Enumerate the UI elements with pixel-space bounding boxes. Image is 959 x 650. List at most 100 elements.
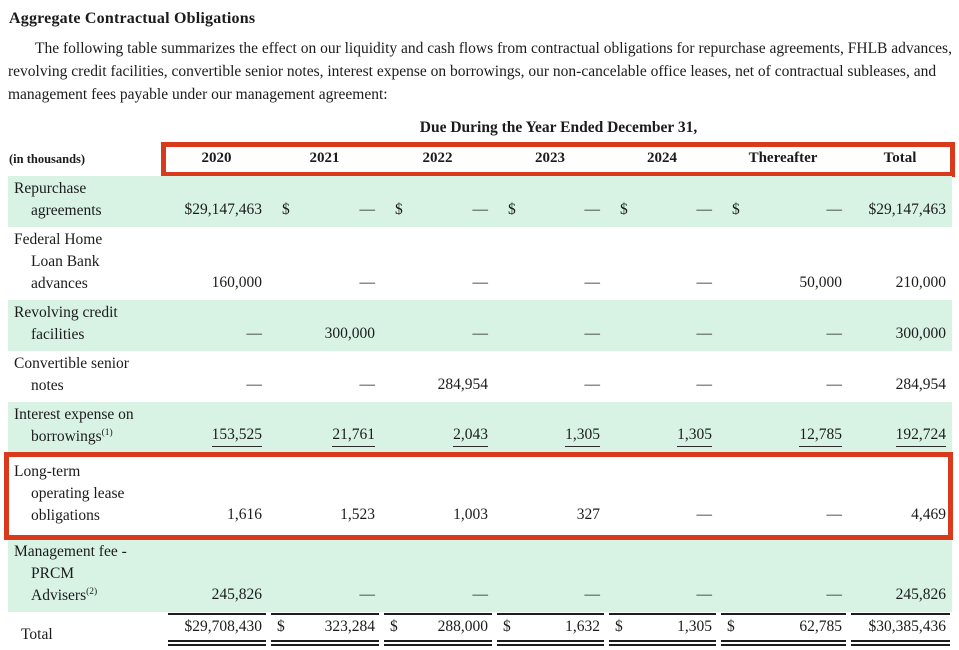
dollar-sign: $ <box>732 201 740 218</box>
cell-value: 327 <box>576 506 600 523</box>
cell-revolving-credit-facilities-2020: — <box>165 323 268 346</box>
cell-value: 1,632 <box>565 618 600 635</box>
cell-value: — <box>359 201 376 218</box>
intro-paragraph: The following table summarizes the effec… <box>8 40 952 103</box>
cell-management-fee-prcm-2022: — <box>381 584 494 607</box>
cell-value: — <box>826 506 843 523</box>
cell-value: — <box>584 325 601 342</box>
dollar-sign: $ <box>727 618 735 635</box>
cell-fhlb-advances-2024: — <box>606 272 718 295</box>
cell-value: 160,000 <box>211 274 262 291</box>
cell-value: 1,305 <box>565 424 600 447</box>
cell-revolving-credit-facilities-2023: — <box>494 323 606 346</box>
cell-value: 192,724 <box>895 424 946 447</box>
dollar-sign: $ <box>615 618 623 635</box>
cell-long-term-operating-lease-2022: 1,003 <box>381 504 494 527</box>
table-row-management-fee-prcm: Management fee - PRCM Advisers(2) 245,826 — —… <box>8 539 952 612</box>
cell-repurchase-agreements-2021: $ — <box>268 199 381 222</box>
cell-value: 1,305 <box>677 618 712 635</box>
cell-total-2020: $29,708,430 <box>165 613 268 646</box>
dollar-sign: $ <box>620 201 628 218</box>
column-header-2023: 2023 <box>535 150 565 166</box>
cell-convertible-senior-notes-2023: — <box>494 374 606 397</box>
cell-value: 323,284 <box>324 618 375 635</box>
units-note: (in thousands) <box>9 152 86 166</box>
cell-value: 62,785 <box>799 618 842 635</box>
cell-total-2022: $288,000 <box>381 613 494 646</box>
cell-revolving-credit-facilities-2024: — <box>606 323 718 346</box>
cell-fhlb-advances-2022: — <box>381 272 494 295</box>
table-row-convertible-senior-notes: Convertible senior notes — — 284,954 — — — 284,9… <box>8 351 952 402</box>
row-label-line: advances <box>31 275 88 292</box>
cell-convertible-senior-notes-thereafter: — <box>718 374 848 397</box>
footnote-marker: (2) <box>86 586 98 597</box>
cell-management-fee-prcm-total: 245,826 <box>848 584 952 607</box>
cell-management-fee-prcm-2024: — <box>606 584 718 607</box>
dollar-sign: $ <box>277 618 285 635</box>
dollar-sign: $ <box>503 618 511 635</box>
row-label-line: Interest expense on <box>14 406 134 423</box>
cell-long-term-operating-lease-2023: 327 <box>494 504 606 527</box>
cell-repurchase-agreements-total: $29,147,463 <box>848 199 952 222</box>
cell-repurchase-agreements-thereafter: $ — <box>718 199 848 222</box>
column-header-2024: 2024 <box>647 150 677 166</box>
cell-long-term-operating-lease-thereafter: — <box>718 504 848 527</box>
cell-interest-expense-borrowings-2022: 2,043 <box>381 424 494 448</box>
cell-interest-expense-borrowings-2023: 1,305 <box>494 424 606 448</box>
table-group-header-row: Due During the Year Ended December 31, <box>8 119 952 140</box>
cell-fhlb-advances-total: 210,000 <box>848 272 952 295</box>
cell-interest-expense-borrowings-2020: 153,525 <box>165 424 268 448</box>
cell-value: — <box>359 586 376 603</box>
cell-value: $29,708,430 <box>184 618 263 635</box>
cell-interest-expense-borrowings-thereafter: 12,785 <box>718 424 848 448</box>
row-label-line: Long-term <box>14 463 81 480</box>
dollar-sign: $ <box>395 201 403 218</box>
cell-interest-expense-borrowings-2024: 1,305 <box>606 424 718 448</box>
page-title: Aggregate Contractual Obligations <box>9 10 256 27</box>
cell-long-term-operating-lease-2021: 1,523 <box>268 504 381 527</box>
cell-value: 210,000 <box>895 274 946 291</box>
cell-convertible-senior-notes-2024: — <box>606 374 718 397</box>
cell-convertible-senior-notes-2020: — <box>165 374 268 397</box>
row-label-line: operating lease <box>31 485 125 502</box>
cell-value: — <box>472 325 489 342</box>
cell-value: 284,954 <box>895 376 946 393</box>
cell-total-thereafter: $62,785 <box>718 613 848 646</box>
cell-value: — <box>696 201 713 218</box>
cell-long-term-operating-lease-2024: — <box>606 504 718 527</box>
row-label-total: Total <box>8 624 165 646</box>
cell-value: — <box>696 376 713 393</box>
cell-value: — <box>359 376 376 393</box>
dollar-sign: $ <box>508 201 516 218</box>
cell-value: — <box>696 325 713 342</box>
row-label-management-fee-prcm: Management fee - PRCM Advisers(2) <box>8 541 165 607</box>
cell-value: 288,000 <box>437 618 488 635</box>
cell-value: — <box>826 586 843 603</box>
table-body: Repurchase agreements $29,147,463 $ — $ — $ — $ — $… <box>4 176 953 650</box>
cell-value: 300,000 <box>895 325 946 342</box>
cell-revolving-credit-facilities-total: 300,000 <box>848 323 952 346</box>
cell-value: 1,523 <box>340 506 375 523</box>
cell-management-fee-prcm-2021: — <box>268 584 381 607</box>
cell-total-total: $30,385,436 <box>848 613 952 646</box>
row-label-line: Revolving credit <box>14 304 118 321</box>
cell-long-term-operating-lease-total: 4,469 <box>848 504 952 527</box>
cell-value: 2,043 <box>453 424 488 447</box>
cell-value: 300,000 <box>324 325 375 342</box>
cell-total-2024: $1,305 <box>606 613 718 646</box>
cell-value: — <box>826 325 843 342</box>
cell-value: — <box>584 586 601 603</box>
cell-value: 245,826 <box>211 586 262 603</box>
cell-value: — <box>246 325 263 342</box>
cell-interest-expense-borrowings-2021: 21,761 <box>268 424 381 448</box>
row-label-line: Federal Home <box>14 231 103 248</box>
row-label-line: agreements <box>31 202 102 219</box>
cell-revolving-credit-facilities-thereafter: — <box>718 323 848 346</box>
row-label-line: Convertible senior <box>14 355 129 372</box>
row-label-line: Total <box>21 626 53 643</box>
cell-value: $29,147,463 <box>184 201 263 218</box>
row-label-line: Repurchase <box>14 180 87 197</box>
row-label-line: PRCM <box>31 565 75 582</box>
cell-value: — <box>472 201 489 218</box>
